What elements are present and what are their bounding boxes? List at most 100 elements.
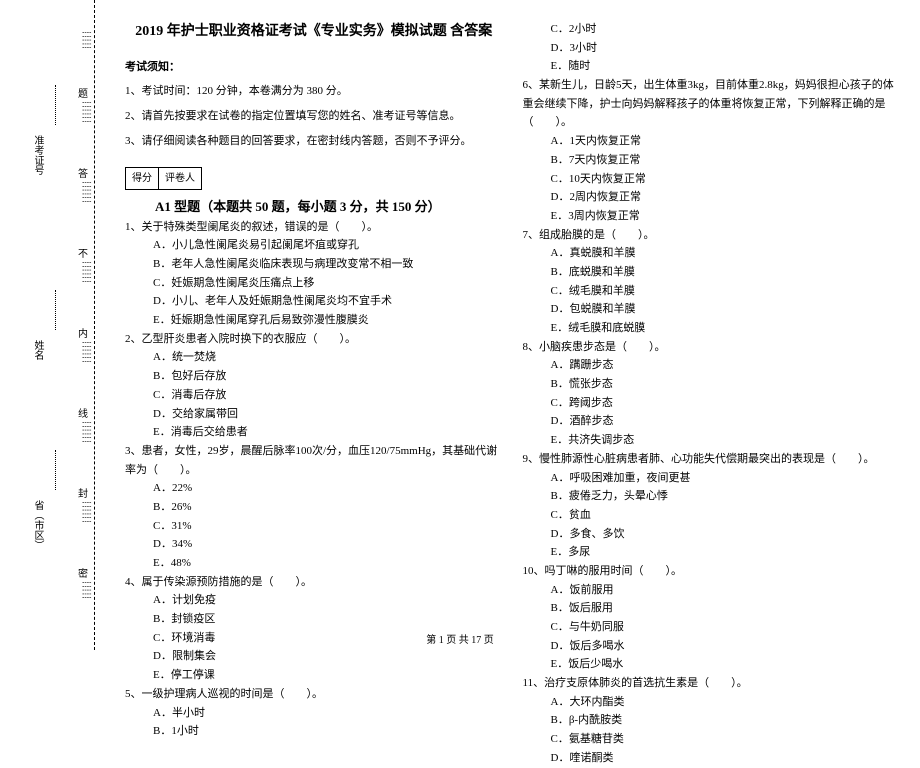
seal-dots: ┊┊┊┊┊┊ [82, 420, 91, 480]
question-stem: 6、某新生儿，日龄5天，出生体重3kg，目前体重2.8kg，妈妈很担心孩子的体重… [523, 76, 901, 132]
underline [55, 85, 56, 125]
seal-dots: ┊┊┊┊┊┊ [82, 340, 91, 400]
score-label: 得分 [126, 168, 159, 189]
question-option: B．饭后服用 [551, 599, 901, 618]
right-questions: 6、某新生儿，日龄5天，出生体重3kg，目前体重2.8kg，妈妈很担心孩子的体重… [523, 76, 901, 767]
question-option: A．1天内恢复正常 [551, 132, 901, 151]
question-option: D．限制集会 [153, 647, 503, 666]
seal-char: 内 [78, 325, 88, 340]
question-option: C．绒毛膜和羊膜 [551, 282, 901, 301]
question-option: D．3小时 [551, 39, 901, 58]
question-type-title: A1 型题（本题共 50 题，每小题 3 分，共 150 分） [155, 196, 441, 218]
question-option: D．多食、多饮 [551, 525, 901, 544]
question-option: B．疲倦乏力，头晕心悸 [551, 487, 901, 506]
question-stem: 11、治疗支原体肺炎的首选抗生素是（ ）。 [523, 674, 901, 693]
seal-char: 不 [78, 245, 88, 260]
question-option: B．1小时 [153, 722, 503, 741]
binding-ticket: 准考证号 [30, 135, 45, 175]
question-option: E．3周内恢复正常 [551, 207, 901, 226]
question-option: C．妊娠期急性阑尾炎压痛点上移 [153, 274, 503, 293]
question-option: E．妊娠期急性阑尾穿孔后易致弥漫性腹膜炎 [153, 311, 503, 330]
seal-char: 密 [78, 565, 88, 580]
question-stem: 2、乙型肝炎患者入院时换下的衣服应（ ）。 [125, 330, 503, 349]
binding-margin: 省（市区） 姓名 准考证号 ┊┊┊┊┊ 题 ┊┊┊┊┊┊ 答 ┊┊┊┊┊┊ 不 … [0, 0, 95, 650]
content-area: 2019 年护士职业资格证考试《专业实务》模拟试题 含答案 考试须知： 1、考试… [95, 0, 920, 650]
question-option: B．包好后存放 [153, 367, 503, 386]
exam-title: 2019 年护士职业资格证考试《专业实务》模拟试题 含答案 [125, 20, 503, 44]
question-option: D．小儿、老年人及妊娠期急性阑尾炎均不宜手术 [153, 292, 503, 311]
question-option: D．喹诺酮类 [551, 749, 901, 768]
question-stem: 5、一级护理病人巡视的时间是（ ）。 [125, 685, 503, 704]
page-footer: 第 1 页 共 17 页 [0, 631, 920, 646]
question-option: C．消毒后存放 [153, 386, 503, 405]
seal-char: 封 [78, 485, 88, 500]
underline [55, 290, 56, 330]
question-stem: 9、慢性肺源性心脏病患者肺、心功能失代偿期最突出的表现是（ ）。 [523, 450, 901, 469]
seal-char: 题 [78, 85, 88, 100]
question-option: E．多尿 [551, 543, 901, 562]
question-option: E．共济失调步态 [551, 431, 901, 450]
question-option: A．饭前服用 [551, 581, 901, 600]
seal-dots: ┊┊┊┊┊┊ [82, 260, 91, 320]
notice-line: 3、请仔细阅读各种题目的回答要求，在密封线内答题，否则不予评分。 [125, 132, 503, 151]
question-option: A．呼吸困难加重，夜间更甚 [551, 469, 901, 488]
question-option: B．底蜕膜和羊膜 [551, 263, 901, 282]
binding-province: 省（市区） [30, 500, 45, 550]
question-option: C．10天内恢复正常 [551, 170, 901, 189]
underline [55, 450, 56, 490]
question-stem: 3、患者，女性，29岁，晨醒后脉率100次/分，血压120/75mmHg，其基础… [125, 442, 503, 479]
question-option: A．真蜕膜和羊膜 [551, 244, 901, 263]
question-option: B．老年人急性阑尾炎临床表现与病理改变常不相一致 [153, 255, 503, 274]
question-option: A．计划免疫 [153, 591, 503, 610]
marker-label: 评卷人 [159, 168, 201, 189]
question-option: A．半小时 [153, 704, 503, 723]
question-option: C．氨基糖苷类 [551, 730, 901, 749]
question-stem: 10、吗丁啉的服用时间（ ）。 [523, 562, 901, 581]
binding-name: 姓名 [30, 340, 45, 360]
question-option: D．2周内恢复正常 [551, 188, 901, 207]
right-column: C．2小时D．3小时E．随时 6、某新生儿，日龄5天，出生体重3kg，目前体重2… [513, 20, 911, 640]
seal-dots: ┊┊┊┊┊ [82, 580, 91, 630]
seal-char: 线 [78, 405, 88, 420]
question-option: B．7天内恢复正常 [551, 151, 901, 170]
question-option: E．随时 [551, 57, 901, 76]
question-option: E．消毒后交给患者 [153, 423, 503, 442]
seal-dots: ┊┊┊┊┊┊ [82, 100, 91, 160]
question-option: B．慌张步态 [551, 375, 901, 394]
question-option: E．饭后少喝水 [551, 655, 901, 674]
question-option: A．蹒跚步态 [551, 356, 901, 375]
seal-dots: ┊┊┊┊┊┊ [82, 180, 91, 240]
question-option: A．统一焚烧 [153, 348, 503, 367]
question-option: B．β-内酰胺类 [551, 711, 901, 730]
score-box: 得分 评卷人 [125, 167, 202, 190]
question-option: A．小儿急性阑尾炎易引起阑尾坏疽或穿孔 [153, 236, 503, 255]
notice-line: 1、考试时间：120 分钟，本卷满分为 380 分。 [125, 82, 503, 101]
question-option: D．交给家属带回 [153, 405, 503, 424]
question-option: C．跨阈步态 [551, 394, 901, 413]
question-stem: 1、关于特殊类型阑尾炎的叙述，错误的是（ ）。 [125, 218, 503, 237]
question-option: E．停工停课 [153, 666, 503, 685]
question-option: A．22% [153, 479, 503, 498]
question-option: D．34% [153, 535, 503, 554]
question-option: D．包蜕膜和羊膜 [551, 300, 901, 319]
question-option: C．贫血 [551, 506, 901, 525]
right-top-opts: C．2小时D．3小时E．随时 [523, 20, 901, 76]
question-option: B．26% [153, 498, 503, 517]
question-option: D．酒醉步态 [551, 412, 901, 431]
question-option: A．大环内酯类 [551, 693, 901, 712]
left-questions: 1、关于特殊类型阑尾炎的叙述，错误的是（ ）。A．小儿急性阑尾炎易引起阑尾坏疽或… [125, 218, 503, 741]
question-stem: 8、小脑疾患步态是（ ）。 [523, 338, 901, 357]
question-stem: 4、属于传染源预防措施的是（ ）。 [125, 573, 503, 592]
question-option: C．31% [153, 517, 503, 536]
question-option: B．封锁疫区 [153, 610, 503, 629]
seal-dots: ┊┊┊┊┊ [82, 30, 91, 80]
notice-head: 考试须知： [125, 58, 503, 77]
seal-dots: ┊┊┊┊┊┊ [82, 500, 91, 560]
left-column: 2019 年护士职业资格证考试《专业实务》模拟试题 含答案 考试须知： 1、考试… [115, 20, 513, 640]
notice-line: 2、请首先按要求在试卷的指定位置填写您的姓名、准考证号等信息。 [125, 107, 503, 126]
seal-char: 答 [78, 165, 88, 180]
question-stem: 7、组成胎膜的是（ ）。 [523, 226, 901, 245]
question-option: C．2小时 [551, 20, 901, 39]
question-option: E．48% [153, 554, 503, 573]
question-option: E．绒毛膜和底蜕膜 [551, 319, 901, 338]
